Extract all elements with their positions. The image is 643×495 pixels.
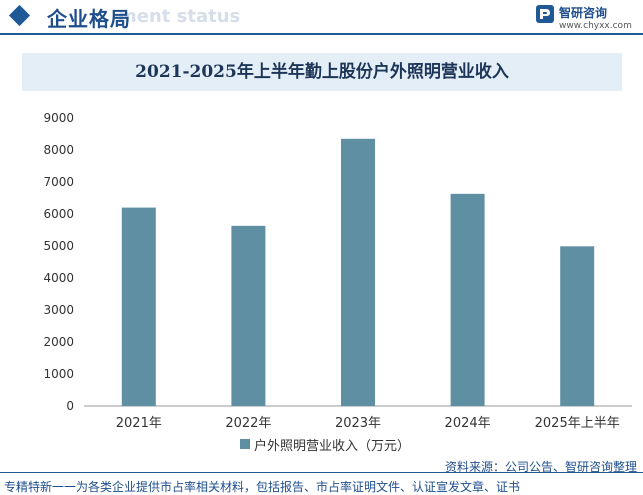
y-tick-label: 0	[66, 399, 74, 413]
page-title: 企业格局	[47, 7, 131, 31]
source-note: 资料来源：公司公告、智研咨询整理	[444, 460, 637, 474]
bar	[560, 246, 595, 406]
bar	[231, 225, 266, 406]
x-tick-label: 2024年	[445, 416, 491, 431]
header-watermark: ment status	[118, 6, 241, 27]
footer-divider	[0, 472, 643, 473]
brand-logo-icon	[536, 5, 554, 23]
y-tick-label: 9000	[43, 111, 74, 125]
bar	[121, 207, 156, 406]
brand-url: www.chyxx.com	[559, 21, 632, 31]
header-divider	[0, 33, 643, 35]
brand-name: 智研咨询	[559, 6, 608, 20]
x-tick-label: 2025年上半年	[535, 416, 620, 431]
bar	[450, 193, 485, 406]
y-tick-label: 6000	[43, 207, 74, 221]
y-tick-label: 3000	[43, 303, 74, 317]
brand: 智研咨询 www.chyxx.com	[535, 3, 635, 33]
y-tick-label: 5000	[43, 239, 74, 253]
bar	[341, 138, 375, 407]
legend-swatch	[240, 439, 250, 449]
footer-text: 专精特新一一为各类企业提供市占率相关材料，包括报告、市占率证明文件、认证宣发文章…	[4, 480, 521, 494]
x-tick-label: 2021年	[116, 416, 162, 431]
y-tick-label: 2000	[43, 335, 74, 349]
legend-label: 户外照明营业收入（万元）	[254, 439, 411, 454]
y-tick-label: 4000	[43, 271, 74, 285]
y-tick-label: 7000	[43, 175, 74, 189]
x-tick-label: 2022年	[225, 416, 271, 431]
y-tick-label: 8000	[43, 143, 74, 157]
chart-title: 2021-2025年上半年勤上股份户外照明营业收入	[135, 62, 509, 82]
page-header: ment status 企业格局 智研咨询 www.chyxx.com	[0, 0, 643, 35]
x-tick-label: 2023年	[335, 416, 381, 431]
y-tick-label: 1000	[43, 367, 74, 381]
chart-title-box: 2021-2025年上半年勤上股份户外照明营业收入	[22, 53, 622, 91]
